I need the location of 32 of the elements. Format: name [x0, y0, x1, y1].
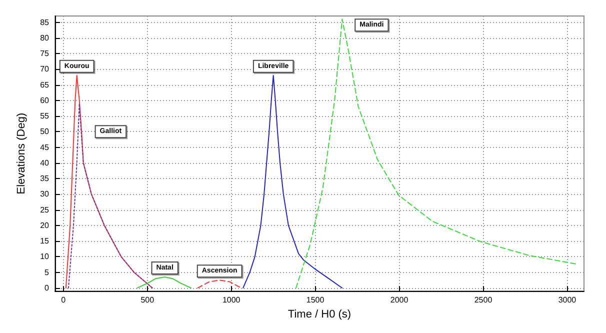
y-tick-label: 65 [40, 80, 50, 90]
line-series [242, 74, 343, 288]
y-tick-label: 75 [40, 49, 50, 58]
x-tick-label: 500 [140, 296, 155, 305]
x-tick-label: 1000 [222, 296, 241, 305]
y-tick-label: 85 [40, 18, 50, 27]
y-tick-label: 45 [40, 142, 50, 152]
line-series [65, 74, 153, 288]
x-axis-title: Time / H0 (s) [288, 308, 352, 320]
y-tick-label: 80 [40, 33, 50, 42]
line-series [295, 18, 578, 288]
y-tick-label: 25 [40, 205, 50, 214]
y-tick-label: 70 [40, 64, 50, 74]
x-tick-label: 2500 [474, 296, 493, 305]
y-tick-label: 30 [40, 190, 50, 199]
x-tick-label: 0 [61, 296, 66, 305]
y-tick-label: 10 [40, 252, 50, 262]
x-tick-label: 1500 [306, 296, 325, 305]
y-tick-label: 20 [40, 220, 50, 230]
y-tick-label: 55 [40, 112, 50, 121]
y-tick-label: 35 [40, 174, 50, 184]
y-axis-title: Elevations (Deg) [16, 112, 28, 194]
x-tick-label: 3000 [558, 296, 577, 305]
line-series [136, 276, 192, 288]
line-series [68, 103, 153, 288]
y-tick-label: 5 [44, 268, 50, 277]
y-tick-label: 60 [40, 96, 50, 105]
y-tick-label: 40 [40, 158, 50, 168]
y-tick-label: 0 [44, 283, 50, 292]
y-tick-label: 50 [40, 127, 50, 136]
x-tick-label: 2000 [390, 296, 409, 305]
y-tick-label: 15 [40, 236, 50, 246]
